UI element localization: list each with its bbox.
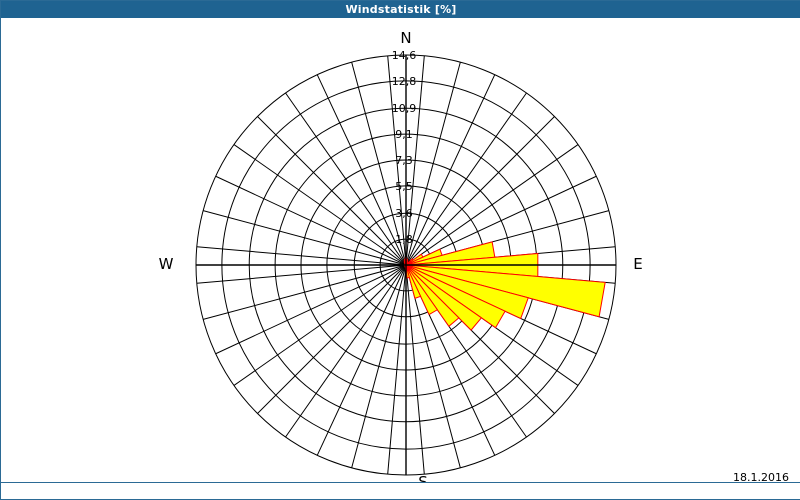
- wind-rose-petals: [403, 241, 606, 331]
- compass-label-east: E: [633, 255, 643, 273]
- radial-axis: [196, 55, 616, 475]
- wind-rose-chart: 1,8 3,6 5,5 7,3 9,1 10,9 12,8 14,6: [195, 49, 617, 476]
- radial-tick-label: 9,1: [395, 128, 413, 141]
- radial-tick-label: 1,8: [395, 233, 413, 246]
- footer-date: 18.1.2016: [733, 471, 789, 484]
- radial-tick-label: 10,9: [392, 102, 417, 115]
- radial-tick-label: 12,8: [392, 75, 417, 88]
- compass-label-west: W: [158, 255, 174, 273]
- radial-tick-label: 3,6: [395, 207, 413, 220]
- window-footer: [1, 482, 800, 499]
- radial-tick-label: 5,5: [395, 180, 413, 193]
- window-title: Windstatistik [%]: [345, 3, 457, 16]
- compass-label-north: N: [400, 29, 412, 47]
- radial-tick-label: 14,6: [392, 49, 417, 62]
- radial-tick-labels: 1,8 3,6 5,5 7,3 9,1 10,9 12,8 14,6: [392, 49, 417, 246]
- wind-rose-plot-area: 1,8 3,6 5,5 7,3 9,1 10,9 12,8 14,6: [1, 18, 800, 484]
- radial-tick-label: 7,3: [395, 154, 413, 167]
- window-title-bar: Windstatistik [%]: [1, 1, 800, 18]
